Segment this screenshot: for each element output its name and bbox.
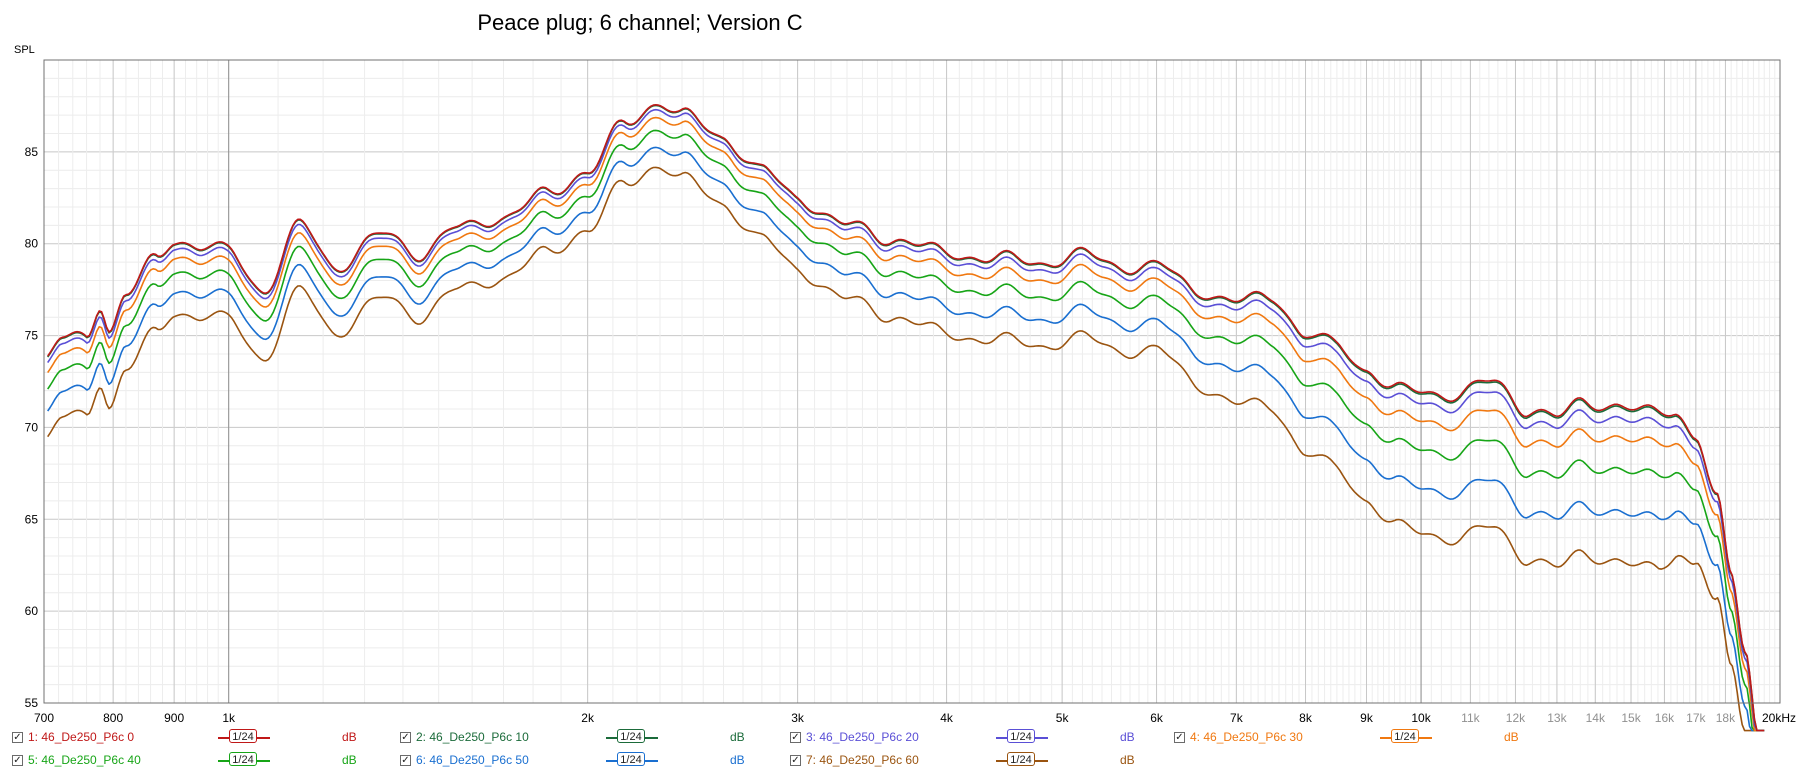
x-tick-label: 8k: [1299, 711, 1313, 725]
series-unit-label: dB: [1504, 730, 1519, 744]
x-tick-label: 14k: [1586, 711, 1606, 725]
smoothing-label: 1/24: [617, 752, 645, 766]
y-tick-label: 70: [25, 420, 39, 434]
series-visibility-checkbox[interactable]: ✓: [12, 732, 23, 743]
y-axis-label: SPL: [14, 44, 35, 56]
series-legend-label: 1: 46_De250_P6c 0: [28, 730, 135, 744]
smoothing-label: 1/24: [1007, 729, 1035, 743]
series-smoothing-button[interactable]: 1/24: [218, 729, 270, 745]
y-tick-label: 80: [25, 237, 39, 251]
x-tick-label: 13k: [1547, 711, 1567, 725]
series-legend-label: 4: 46_De250_P6c 30: [1190, 730, 1303, 744]
x-tick-label: 1k: [222, 711, 236, 725]
x-tick-label: 5k: [1056, 711, 1070, 725]
x-tick-label: 700: [34, 711, 54, 725]
series-line: [47, 116, 1765, 732]
x-tick-label: 15k: [1621, 711, 1641, 725]
series-legend-label: 5: 46_De250_P6c 40: [28, 753, 141, 767]
x-tick-label: 2k: [581, 711, 595, 725]
curves: [47, 104, 1765, 732]
x-tick-label: 3k: [791, 711, 805, 725]
series-line: [47, 166, 1765, 732]
x-tick-label: 17k: [1686, 711, 1706, 725]
y-tick-label: 55: [25, 696, 39, 710]
y-tick-label: 75: [25, 329, 39, 343]
series-legend-label: 7: 46_De250_P6c 60: [806, 753, 919, 767]
y-tick-label: 65: [25, 512, 39, 526]
plot-frame: [43, 59, 1781, 704]
x-tick-label: 11k: [1461, 711, 1480, 725]
x-tick-label: 4k: [940, 711, 954, 725]
smoothing-label: 1/24: [617, 729, 645, 743]
series-visibility-checkbox[interactable]: ✓: [790, 732, 801, 743]
x-tick-label: 20kHz: [1762, 711, 1796, 725]
x-tick-label: 9k: [1360, 711, 1374, 725]
x-tick-label: 800: [103, 711, 123, 725]
series-unit-label: dB: [730, 730, 745, 744]
y-tick-label: 60: [25, 604, 39, 618]
series-line: [47, 104, 1765, 732]
smoothing-label: 1/24: [229, 752, 257, 766]
x-tick-label: 18k: [1716, 711, 1736, 725]
series-smoothing-button[interactable]: 1/24: [606, 752, 658, 768]
series-unit-label: dB: [342, 730, 357, 744]
series-legend-label: 2: 46_De250_P6c 10: [416, 730, 529, 744]
series-visibility-checkbox[interactable]: ✓: [790, 755, 801, 766]
series-unit-label: dB: [342, 753, 357, 767]
y-axis-ticks: 55 60 65 70 75 80 85: [25, 145, 39, 710]
series-line: [47, 129, 1765, 732]
series-line: [47, 146, 1765, 732]
x-tick-label: 7k: [1230, 711, 1244, 725]
x-axis-ticks: 700 800 900 1k 2k 3k 4k 5k 6k 7k 8k 9k 10k 11k 12k 13k 1…: [34, 711, 1796, 725]
x-tick-label: 6k: [1150, 711, 1164, 725]
series-unit-label: dB: [730, 753, 745, 767]
smoothing-label: 1/24: [1007, 752, 1035, 766]
x-tick-label: 10k: [1411, 711, 1431, 725]
series-line: [47, 108, 1765, 732]
series-legend-label: 3: 46_De250_P6c 20: [806, 730, 919, 744]
series-unit-label: dB: [1120, 730, 1135, 744]
x-tick-label: 16k: [1655, 711, 1675, 725]
series-smoothing-button[interactable]: 1/24: [1380, 729, 1432, 745]
series-smoothing-button[interactable]: 1/24: [996, 729, 1048, 745]
smoothing-label: 1/24: [1391, 729, 1419, 743]
x-tick-label: 900: [164, 711, 184, 725]
x-tick-label: 12k: [1506, 711, 1526, 725]
grid-lines: [43, 59, 1781, 704]
smoothing-label: 1/24: [229, 729, 257, 743]
y-tick-label: 85: [25, 145, 39, 159]
chart-title: Peace plug; 6 channel; Version C: [477, 10, 802, 35]
series-smoothing-button[interactable]: 1/24: [996, 752, 1048, 768]
series-smoothing-button[interactable]: 1/24: [218, 752, 270, 768]
series-visibility-checkbox[interactable]: ✓: [1174, 732, 1185, 743]
series-visibility-checkbox[interactable]: ✓: [400, 755, 411, 766]
series-smoothing-button[interactable]: 1/24: [606, 729, 658, 745]
series-visibility-checkbox[interactable]: ✓: [400, 732, 411, 743]
series-unit-label: dB: [1120, 753, 1135, 767]
series-visibility-checkbox[interactable]: ✓: [12, 755, 23, 766]
series-legend-label: 6: 46_De250_P6c 50: [416, 753, 529, 767]
